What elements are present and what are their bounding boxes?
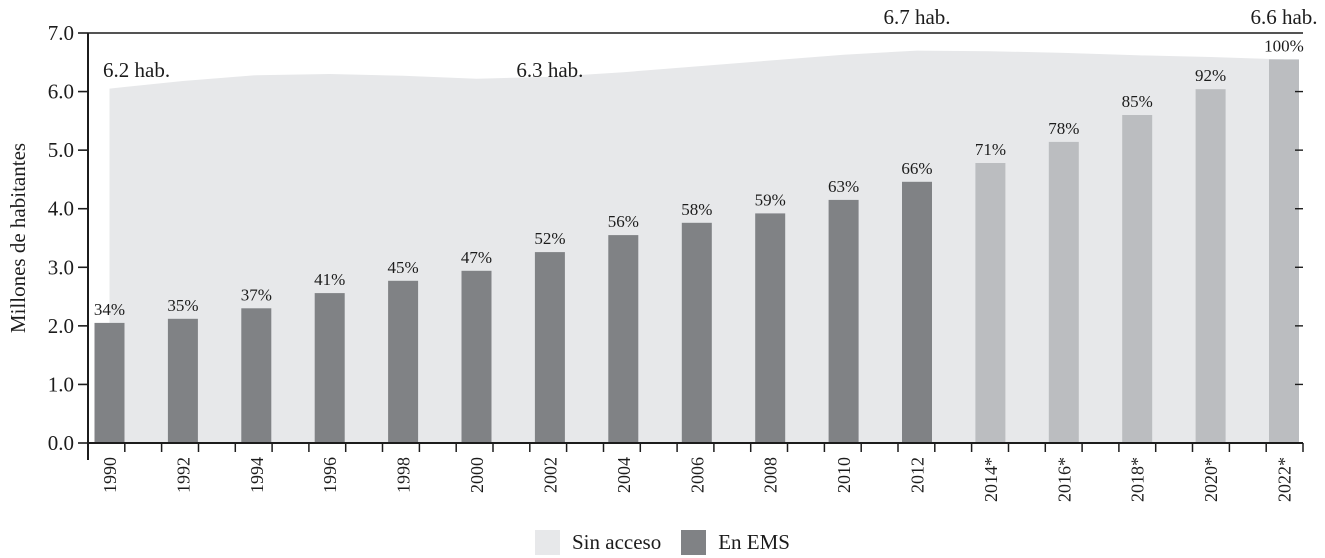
bar-value-label: 100%: [1264, 36, 1304, 55]
bar-value-label: 47%: [461, 248, 492, 267]
bar-2018: [1122, 115, 1153, 443]
bar-value-label: 45%: [388, 258, 419, 277]
bar-2016: [1048, 141, 1079, 443]
y-tick-label: 3.0: [48, 255, 74, 279]
y-axis-title: Millones de habitantes: [6, 143, 30, 333]
x-tick-label: 2016*: [1054, 457, 1074, 502]
axes-layer: [78, 32, 1304, 460]
x-tick-label: 1990: [100, 457, 120, 493]
legend-swatch-en-ems: [681, 530, 707, 555]
bar-1990: [94, 322, 125, 443]
bar-value-label: 56%: [608, 212, 639, 231]
x-tick-label: 2006: [687, 457, 707, 493]
bar-value-label: 35%: [167, 296, 198, 315]
x-tick-label: 1996: [320, 457, 340, 493]
y-tick-label: 0.0: [48, 431, 74, 455]
x-tick-label: 2022*: [1275, 457, 1295, 502]
bar-value-label: 66%: [901, 159, 932, 178]
x-tick-label: 2004: [614, 457, 634, 493]
bar-value-label: 41%: [314, 270, 345, 289]
x-tick-label: 2008: [761, 457, 781, 493]
bar-2000: [461, 270, 492, 443]
y-tick-label: 4.0: [48, 197, 74, 221]
bar-1998: [388, 280, 419, 443]
bar-value-label: 58%: [681, 200, 712, 219]
y-tick-label: 2.0: [48, 314, 74, 338]
bar-value-label: 37%: [241, 285, 272, 304]
x-tick-label: 2018*: [1128, 457, 1148, 502]
x-tick-label: 2010: [834, 457, 854, 493]
legend-item-sin-acceso: Sin acceso: [535, 530, 661, 555]
bar-2008: [755, 213, 786, 443]
bar-1994: [241, 308, 272, 443]
population-annotation: 6.2 hab.: [103, 58, 170, 82]
population-annotation: 6.3 hab.: [516, 58, 583, 82]
x-tick-label: 1992: [173, 457, 193, 493]
legend: Sin acceso En EMS: [0, 530, 1325, 555]
bar-value-label: 85%: [1122, 92, 1153, 111]
bar-2020: [1195, 89, 1226, 443]
x-tick-label: 2012: [908, 457, 928, 493]
x-tick-label: 1994: [247, 457, 267, 493]
bar-value-label: 71%: [975, 140, 1006, 159]
bar-2022: [1269, 59, 1299, 444]
bar-value-label: 63%: [828, 177, 859, 196]
x-tick-label: 2002: [540, 457, 560, 493]
bar-2012: [902, 181, 932, 444]
y-tick-label: 1.0: [48, 372, 74, 396]
y-tick-label: 5.0: [48, 138, 74, 162]
y-tick-label: 6.0: [48, 80, 74, 104]
bar-1992: [167, 318, 198, 443]
x-tick-label: 1998: [394, 457, 414, 493]
legend-item-en-ems: En EMS: [681, 530, 790, 555]
bar-value-label: 92%: [1195, 66, 1226, 85]
population-annotation: 6.6 hab.: [1250, 5, 1317, 29]
population-annotation: 6.7 hab.: [883, 5, 950, 29]
bar-2002: [534, 252, 565, 443]
bar-value-label: 59%: [755, 190, 786, 209]
bar-value-label: 52%: [534, 229, 565, 248]
legend-label-sin-acceso: Sin acceso: [572, 530, 662, 554]
bar-1996: [314, 293, 345, 443]
x-tick-label: 2020*: [1201, 457, 1221, 502]
bar-2006: [681, 222, 712, 443]
y-tick-label: 7.0: [48, 21, 74, 45]
legend-swatch-sin-acceso: [535, 530, 560, 555]
bar-2004: [608, 235, 639, 443]
bar-value-label: 78%: [1048, 119, 1079, 138]
bar-2014: [975, 163, 1006, 443]
x-tick-label: 2014*: [981, 457, 1001, 502]
legend-label-en-ems: En EMS: [718, 530, 790, 554]
labels-layer: 34% 35% 37% 41% 45% 47% 52% 56% 58% 59% 63% 66% 71% 7…: [48, 5, 1318, 502]
bars-layer: [94, 59, 1299, 444]
x-tick-label: 2000: [467, 457, 487, 493]
bar-2010: [828, 199, 859, 443]
bar-value-label: 34%: [94, 300, 125, 319]
